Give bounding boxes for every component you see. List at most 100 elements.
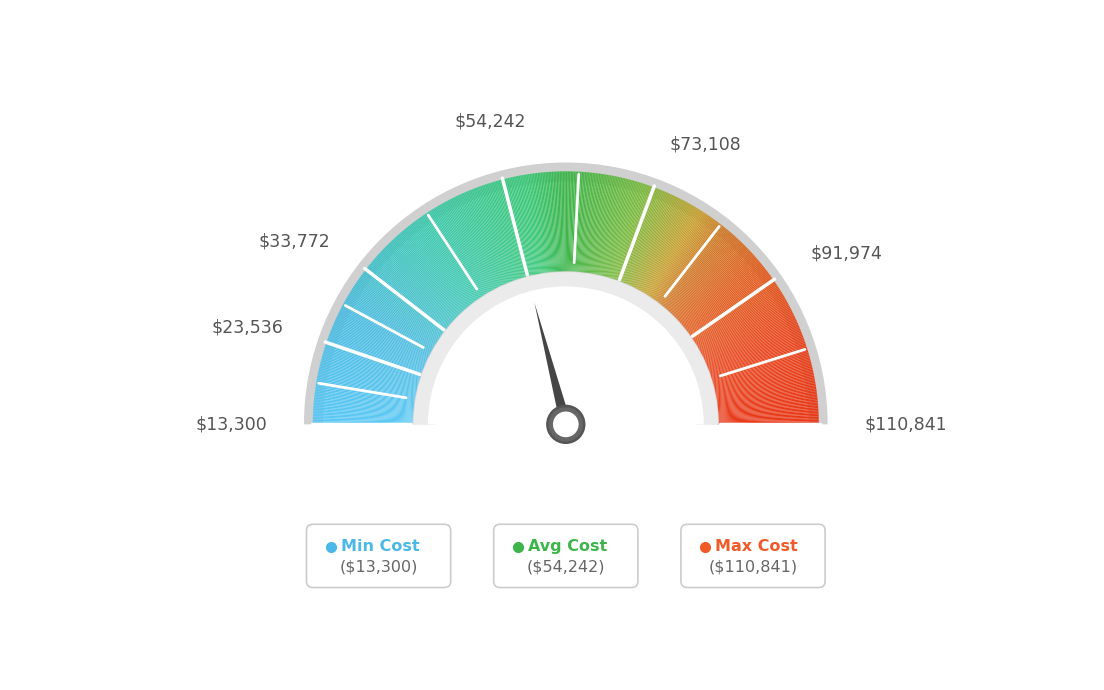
Wedge shape: [583, 173, 596, 274]
Wedge shape: [315, 394, 415, 407]
Wedge shape: [314, 408, 414, 416]
Wedge shape: [465, 192, 507, 285]
Wedge shape: [670, 241, 741, 315]
Wedge shape: [474, 188, 511, 283]
Wedge shape: [686, 268, 766, 331]
Wedge shape: [479, 186, 514, 282]
Wedge shape: [312, 418, 414, 422]
Wedge shape: [396, 235, 465, 312]
Wedge shape: [694, 289, 781, 344]
Wedge shape: [320, 363, 418, 388]
Wedge shape: [326, 343, 422, 377]
Wedge shape: [711, 349, 808, 380]
Wedge shape: [508, 178, 532, 277]
Wedge shape: [644, 208, 698, 295]
Wedge shape: [497, 181, 526, 278]
Wedge shape: [325, 348, 421, 380]
Wedge shape: [449, 199, 497, 290]
Wedge shape: [672, 244, 745, 317]
Wedge shape: [639, 203, 689, 292]
Wedge shape: [701, 308, 792, 355]
Wedge shape: [379, 253, 454, 322]
Wedge shape: [554, 172, 560, 273]
Wedge shape: [359, 277, 443, 337]
Wedge shape: [489, 183, 521, 279]
Wedge shape: [447, 200, 496, 290]
Wedge shape: [684, 267, 765, 331]
Wedge shape: [423, 215, 480, 299]
Wedge shape: [580, 172, 591, 273]
Wedge shape: [519, 175, 539, 275]
Wedge shape: [546, 172, 555, 273]
Wedge shape: [312, 423, 414, 424]
Wedge shape: [605, 179, 631, 278]
Wedge shape: [713, 362, 811, 388]
Wedge shape: [699, 301, 787, 351]
Wedge shape: [565, 171, 567, 273]
Wedge shape: [477, 187, 513, 282]
Wedge shape: [353, 286, 438, 342]
Wedge shape: [656, 221, 718, 303]
Wedge shape: [711, 352, 809, 382]
Wedge shape: [407, 226, 471, 306]
Wedge shape: [331, 328, 425, 368]
Wedge shape: [681, 259, 758, 326]
Wedge shape: [708, 335, 804, 372]
Wedge shape: [598, 177, 620, 276]
Wedge shape: [599, 178, 624, 277]
Wedge shape: [521, 175, 540, 275]
Wedge shape: [319, 366, 418, 391]
Wedge shape: [687, 272, 768, 333]
Wedge shape: [416, 219, 477, 302]
Wedge shape: [322, 352, 421, 382]
Wedge shape: [598, 177, 623, 277]
Wedge shape: [338, 313, 429, 358]
Wedge shape: [613, 184, 646, 280]
Wedge shape: [620, 188, 659, 283]
Wedge shape: [378, 255, 454, 323]
Wedge shape: [335, 319, 427, 362]
Wedge shape: [661, 228, 725, 307]
Wedge shape: [413, 221, 475, 303]
Wedge shape: [323, 349, 421, 380]
Wedge shape: [529, 174, 545, 274]
Wedge shape: [628, 193, 670, 286]
Wedge shape: [473, 188, 511, 283]
Wedge shape: [584, 173, 597, 274]
Wedge shape: [424, 214, 481, 299]
Wedge shape: [321, 360, 420, 386]
Wedge shape: [428, 210, 485, 297]
Wedge shape: [704, 319, 797, 362]
Wedge shape: [710, 343, 806, 377]
Wedge shape: [588, 174, 605, 275]
Text: Max Cost: Max Cost: [715, 540, 798, 554]
Wedge shape: [696, 291, 782, 346]
Wedge shape: [340, 308, 431, 355]
Wedge shape: [444, 202, 493, 291]
Circle shape: [550, 408, 582, 441]
Wedge shape: [704, 322, 798, 364]
Wedge shape: [382, 249, 456, 319]
Wedge shape: [572, 172, 577, 273]
Wedge shape: [573, 172, 580, 273]
Wedge shape: [714, 375, 815, 396]
Wedge shape: [633, 197, 678, 288]
Wedge shape: [581, 172, 593, 273]
Wedge shape: [401, 231, 468, 309]
Wedge shape: [335, 321, 427, 363]
Wedge shape: [481, 185, 517, 282]
Wedge shape: [676, 250, 751, 320]
Wedge shape: [484, 185, 517, 281]
Wedge shape: [412, 222, 475, 304]
Wedge shape: [528, 174, 544, 274]
Wedge shape: [593, 175, 613, 275]
Wedge shape: [315, 393, 415, 406]
Wedge shape: [615, 185, 650, 282]
Wedge shape: [352, 288, 438, 343]
Wedge shape: [688, 273, 769, 335]
Wedge shape: [718, 408, 818, 416]
Wedge shape: [688, 275, 771, 335]
Wedge shape: [332, 327, 426, 366]
Wedge shape: [467, 191, 507, 285]
Wedge shape: [686, 269, 766, 332]
